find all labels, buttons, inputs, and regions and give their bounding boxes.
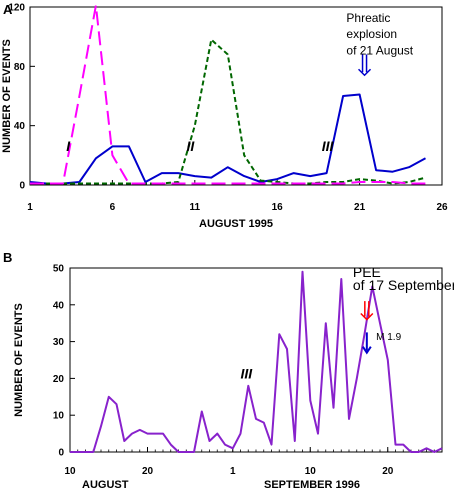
y-tick-label: 40 (53, 300, 65, 311)
x-tick-label: 20 (142, 466, 154, 477)
panel-b-x-axis-title-right: SEPTEMBER 1996 (264, 479, 360, 491)
y-tick-label: 120 (8, 3, 25, 14)
annotation-text: of 21 August (346, 43, 413, 57)
annotation-text: M 1.9 (376, 332, 401, 343)
panel-b-y-axis-title: NUMBER OF EVENTS (13, 303, 25, 417)
panel-b-x-axis-title-left: AUGUST (82, 479, 129, 491)
annotation-text: explosion (346, 27, 397, 41)
annotation-text: III (322, 138, 335, 154)
panel-a-arrows (358, 54, 372, 77)
x-tick-label: 1 (27, 202, 33, 213)
annotation-text: Phreatic (346, 11, 390, 25)
arrow-head (360, 312, 374, 321)
x-tick-label: 11 (190, 202, 201, 213)
panel-a-frame (29, 6, 443, 186)
panel-b-y-ticks: 0 10 20 30 40 50 (53, 264, 75, 459)
panel-b: B NUMBER OF EVENTS AUGUST SEPTEMBER 1996… (3, 250, 454, 491)
y-tick-label: 80 (14, 62, 26, 73)
panel-a-label: A (3, 2, 13, 17)
arrow-head (361, 346, 372, 355)
y-tick-label: 0 (58, 448, 64, 459)
panel-a: A NUMBER OF EVENTS AUGUST 1995 1 6 11 16 21 2… (1, 2, 448, 230)
x-tick-label: 26 (436, 202, 448, 213)
annotation-text: I (66, 138, 71, 154)
x-tick-label: 20 (382, 466, 394, 477)
series-line-0 (29, 93, 426, 185)
x-tick-label: 21 (354, 202, 366, 213)
y-tick-label: 10 (53, 411, 65, 422)
annotation-text: of 17 September (353, 277, 454, 293)
panel-a-y-ticks: 0 40 80 120 (8, 3, 35, 192)
panel-b-label: B (3, 250, 12, 265)
panel-b-frame (69, 267, 443, 453)
panel-a-x-axis-title: AUGUST 1995 (199, 218, 273, 230)
series-line-0 (70, 270, 443, 453)
annotation-text: III (241, 365, 254, 381)
y-tick-label: 20 (53, 374, 65, 385)
y-tick-label: 50 (53, 264, 65, 275)
x-tick-label: 10 (64, 466, 76, 477)
series-line-1 (30, 38, 426, 185)
y-tick-label: 30 (53, 337, 65, 348)
x-tick-label: 10 (305, 466, 317, 477)
y-tick-label: 40 (14, 121, 26, 132)
panel-b-arrows (360, 301, 374, 355)
x-tick-label: 16 (272, 202, 284, 213)
panel-b-x-ticks: 10 20 1 10 20 (64, 447, 443, 477)
panel-a-series (29, 4, 426, 185)
x-tick-label: 6 (110, 202, 116, 213)
annotation-text: PEE (353, 264, 381, 280)
arrow-head (358, 68, 372, 77)
x-tick-label: 1 (230, 466, 236, 477)
series-line-2 (30, 4, 426, 185)
annotation-text: II (187, 138, 196, 154)
panel-b-series (70, 270, 443, 453)
y-tick-label: 0 (19, 181, 25, 192)
panel-a-y-axis-title: NUMBER OF EVENTS (1, 39, 13, 153)
